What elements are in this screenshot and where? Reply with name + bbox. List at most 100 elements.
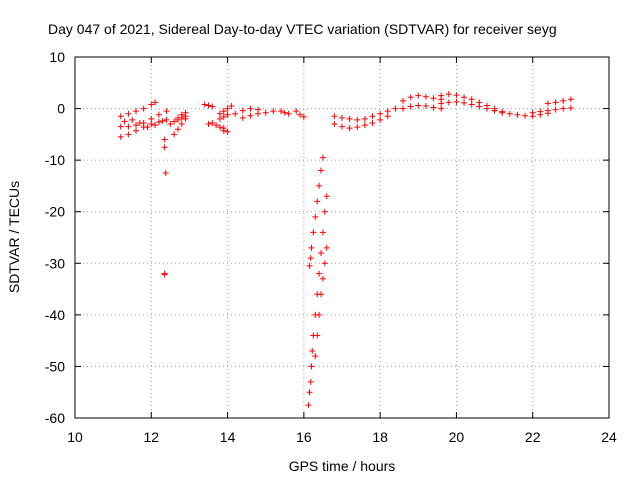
series-arc-h [201, 101, 216, 110]
data-point [567, 105, 574, 112]
data-point [312, 213, 319, 220]
data-point [161, 136, 168, 143]
x-tick-label: 18 [372, 429, 388, 445]
data-point [306, 262, 313, 269]
data-point [117, 133, 124, 140]
data-point [205, 102, 212, 109]
data-point [178, 111, 185, 118]
x-tick-label: 14 [220, 429, 236, 445]
series-arc-p [293, 108, 307, 120]
data-point [339, 114, 345, 121]
data-point [339, 123, 345, 130]
data-point [201, 101, 208, 108]
data-point [171, 131, 178, 138]
series-arc-d [121, 116, 166, 131]
data-point [323, 244, 330, 251]
data-point [319, 275, 326, 282]
data-point [415, 92, 422, 99]
y-tick-label: -10 [45, 152, 65, 168]
data-point [522, 112, 529, 119]
data-point [346, 115, 353, 122]
data-point [312, 353, 319, 360]
y-tick-label: -60 [45, 410, 65, 426]
data-point [216, 110, 223, 117]
data-point [415, 102, 422, 109]
data-point [161, 271, 168, 278]
series-arc-n [239, 108, 277, 121]
series-arc-q [306, 154, 326, 269]
data-point [163, 116, 170, 123]
data-marks [117, 91, 574, 409]
data-point [262, 109, 269, 116]
x-tick-label: 24 [601, 429, 617, 445]
series-arc-t [331, 105, 399, 123]
data-point [369, 113, 376, 120]
y-axis-label: SDTVAR / TECUs [6, 181, 22, 293]
data-point [148, 121, 155, 128]
data-point [277, 108, 284, 115]
data-point [400, 97, 407, 104]
series-arc-ab [544, 96, 574, 107]
data-point [224, 111, 231, 118]
data-point [438, 100, 445, 107]
series-arc-m [232, 105, 262, 117]
data-point [552, 106, 559, 113]
data-point [316, 182, 323, 189]
data-point [319, 154, 326, 161]
data-point [182, 109, 189, 116]
data-point [438, 105, 445, 112]
data-point [133, 122, 140, 129]
data-point [422, 93, 429, 100]
data-point [220, 127, 227, 134]
series-arc-aa [529, 105, 574, 116]
y-tick-label: -50 [45, 358, 65, 374]
data-point [152, 99, 159, 106]
data-point [476, 103, 483, 110]
data-point [216, 115, 223, 122]
series-arc-u [331, 113, 391, 132]
data-point [453, 98, 460, 105]
data-point [407, 103, 414, 110]
data-point [544, 107, 551, 114]
data-point [468, 96, 475, 103]
data-point [422, 102, 429, 109]
data-point [300, 113, 307, 120]
data-point [430, 104, 437, 111]
series-arc-r [305, 193, 330, 409]
data-point [308, 244, 315, 251]
data-point [560, 97, 567, 104]
data-point [117, 123, 124, 130]
data-point [133, 108, 140, 115]
series-arc-v [400, 92, 445, 104]
data-point [321, 260, 328, 267]
data-point [392, 105, 399, 112]
data-point [220, 113, 227, 120]
data-point [438, 92, 445, 99]
data-point [346, 125, 353, 132]
y-tick-label: -30 [45, 255, 65, 271]
data-point [209, 120, 216, 127]
data-point [331, 113, 338, 120]
series-arc-k [216, 111, 231, 122]
x-tick-label: 10 [67, 429, 83, 445]
data-point [121, 118, 128, 125]
data-point [529, 109, 536, 116]
data-point [270, 108, 277, 115]
data-point [247, 112, 254, 119]
series-arc-g [174, 109, 189, 121]
data-point [307, 255, 314, 262]
data-point [461, 94, 468, 101]
data-point [491, 107, 498, 114]
data-point [318, 249, 325, 256]
data-point [232, 110, 239, 117]
data-point [125, 123, 132, 130]
data-point [318, 291, 325, 298]
data-point [133, 127, 140, 134]
data-point [514, 111, 521, 118]
data-point [228, 102, 235, 109]
series-arc-s [312, 244, 330, 360]
data-point [247, 105, 254, 112]
data-point [255, 110, 262, 117]
data-point [499, 109, 506, 116]
